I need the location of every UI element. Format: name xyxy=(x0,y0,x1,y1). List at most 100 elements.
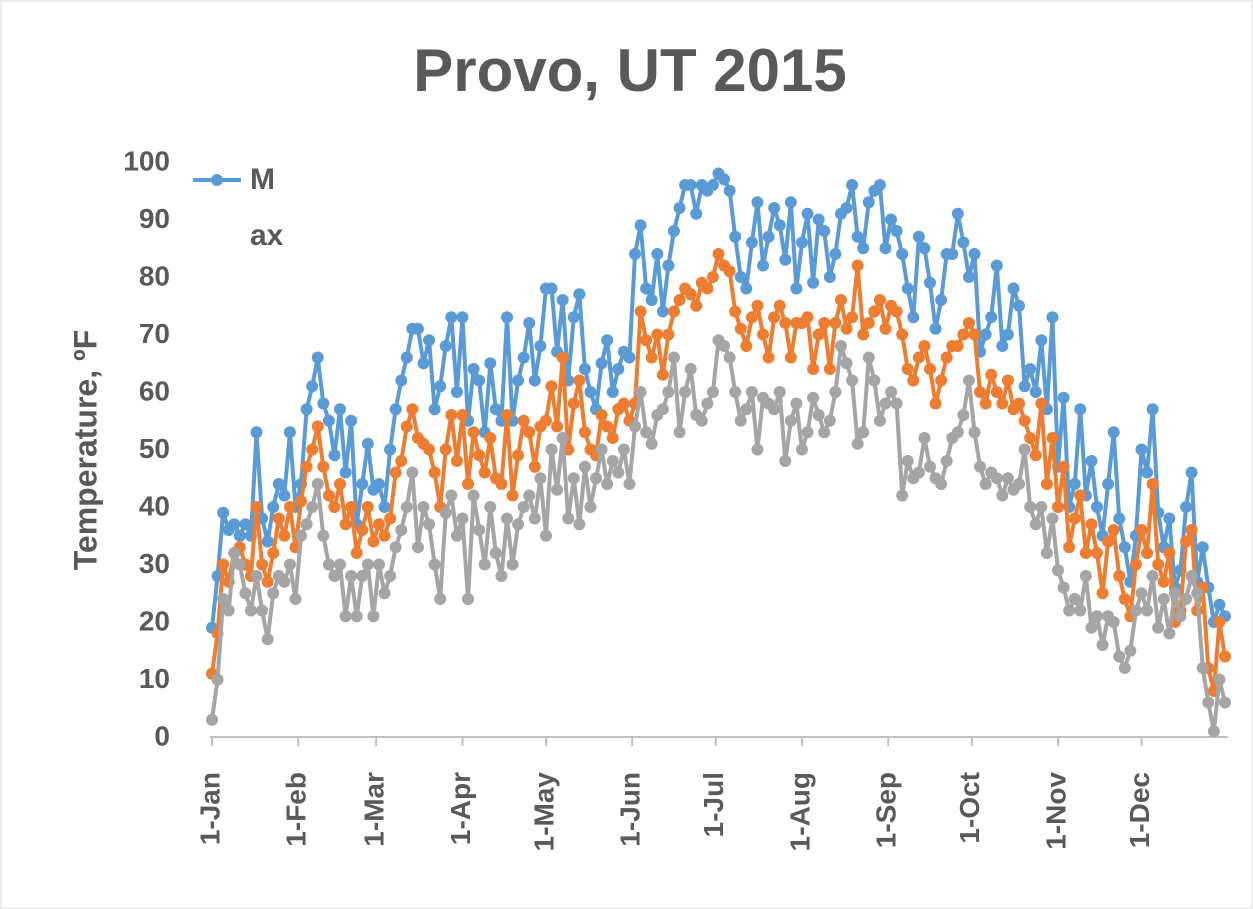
point xyxy=(907,374,920,387)
point xyxy=(996,340,1009,352)
point xyxy=(1068,478,1081,490)
y-tick-label: 0 xyxy=(154,720,170,751)
point xyxy=(1118,541,1131,554)
point xyxy=(261,575,274,588)
point xyxy=(968,248,981,260)
point xyxy=(1057,460,1070,473)
point xyxy=(322,414,335,427)
point xyxy=(450,529,463,542)
point xyxy=(1096,587,1109,600)
point xyxy=(534,472,547,485)
point xyxy=(1013,299,1026,312)
point xyxy=(400,501,413,513)
point xyxy=(434,593,447,605)
point xyxy=(573,374,586,387)
point xyxy=(979,478,992,490)
point xyxy=(1001,374,1014,387)
point xyxy=(545,380,558,393)
point xyxy=(1046,311,1059,324)
point xyxy=(356,570,369,582)
point xyxy=(1052,501,1065,513)
point xyxy=(1013,478,1026,490)
point xyxy=(712,248,725,260)
legend-marker xyxy=(211,174,223,186)
point xyxy=(1180,501,1193,513)
point xyxy=(857,242,870,255)
point xyxy=(840,322,853,335)
point xyxy=(1113,570,1126,582)
point xyxy=(395,455,408,467)
point xyxy=(990,386,1003,398)
point xyxy=(1063,604,1076,617)
point xyxy=(667,225,680,237)
point xyxy=(762,230,775,243)
point xyxy=(1102,535,1115,548)
point xyxy=(389,466,402,479)
point xyxy=(1107,426,1120,439)
point xyxy=(495,570,508,582)
point xyxy=(1029,449,1042,462)
point xyxy=(901,282,914,295)
point xyxy=(372,558,385,571)
point xyxy=(768,403,781,416)
point xyxy=(1141,466,1154,479)
point xyxy=(996,397,1009,410)
point xyxy=(690,207,703,220)
point xyxy=(517,414,530,427)
y-tick-label: 90 xyxy=(139,203,170,234)
point xyxy=(539,529,552,542)
point xyxy=(256,558,269,571)
point xyxy=(974,386,987,398)
point xyxy=(395,374,408,387)
point xyxy=(1180,535,1193,548)
point xyxy=(267,501,280,513)
point xyxy=(300,460,313,473)
point xyxy=(623,478,636,490)
point xyxy=(673,426,686,439)
point xyxy=(562,512,575,525)
point xyxy=(901,455,914,467)
point xyxy=(862,351,875,364)
point xyxy=(250,501,263,513)
chart-title: Provo, UT 2015 xyxy=(413,37,847,104)
point xyxy=(1035,501,1048,513)
point xyxy=(968,328,981,341)
point xyxy=(935,294,948,306)
point xyxy=(1196,541,1209,554)
point xyxy=(345,501,358,513)
point xyxy=(406,466,419,479)
point xyxy=(968,426,981,439)
point xyxy=(912,351,925,364)
point xyxy=(523,426,536,439)
point xyxy=(322,558,335,571)
point xyxy=(662,386,675,398)
point xyxy=(456,311,469,324)
point xyxy=(551,420,564,433)
point xyxy=(283,558,296,571)
point xyxy=(1052,564,1065,577)
point xyxy=(779,317,792,329)
point xyxy=(751,443,764,456)
point xyxy=(1135,443,1148,456)
point xyxy=(523,489,536,502)
point xyxy=(834,340,847,352)
x-tick-label: 1-Nov xyxy=(1040,772,1071,850)
point xyxy=(423,443,436,456)
y-tick-label: 50 xyxy=(139,433,170,464)
point xyxy=(551,483,564,496)
point xyxy=(773,386,786,398)
point xyxy=(1146,570,1159,582)
point xyxy=(706,386,719,398)
point xyxy=(1085,455,1098,467)
point xyxy=(445,311,458,324)
point xyxy=(634,386,647,398)
point xyxy=(261,633,274,646)
point xyxy=(250,426,263,439)
point xyxy=(640,334,653,347)
point xyxy=(506,489,519,502)
point xyxy=(1163,512,1176,525)
point xyxy=(545,282,558,295)
point xyxy=(256,604,269,617)
point xyxy=(862,317,875,329)
point xyxy=(339,610,352,623)
